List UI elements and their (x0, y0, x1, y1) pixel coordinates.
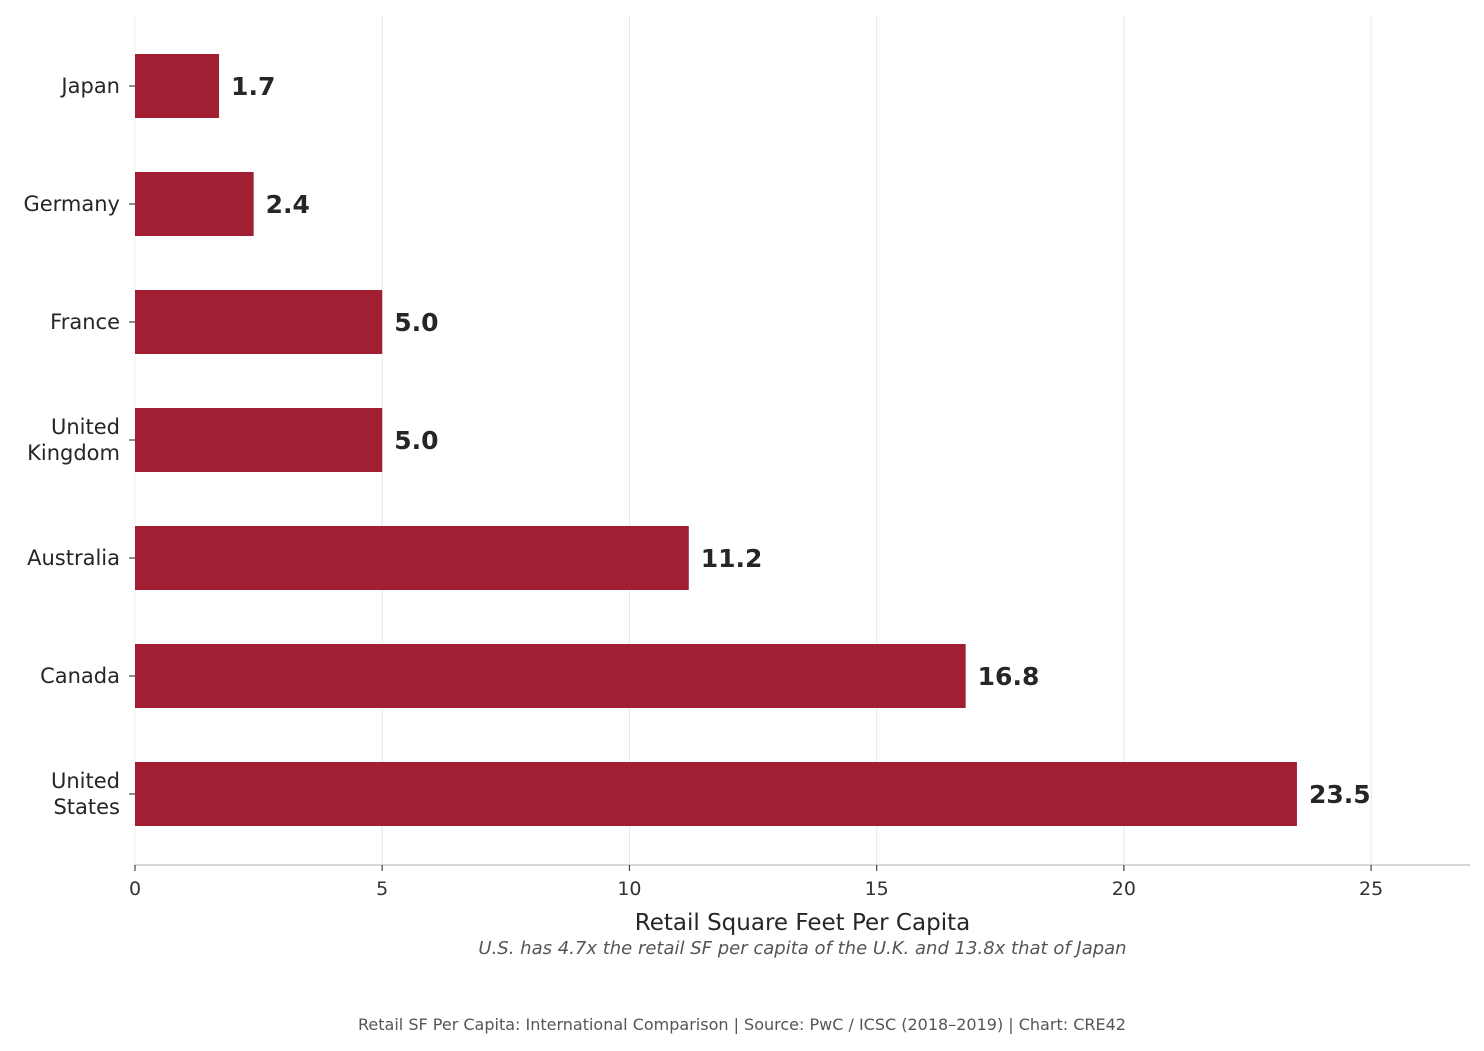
category-label-1: Germany (23, 192, 120, 216)
bar-3 (135, 408, 383, 472)
x-tick-label-20: 20 (1112, 878, 1136, 900)
y-axis: Japan Germany France United Kingdom Australia… (23, 74, 135, 819)
bar-0 (135, 54, 220, 118)
category-label-5: Canada (40, 664, 120, 688)
value-label-6: 23.5 (1309, 780, 1371, 809)
category-label-2: France (50, 310, 120, 334)
chart-annotation: U.S. has 4.7x the retail SF per capita o… (478, 938, 1127, 959)
value-label-5: 16.8 (978, 662, 1040, 691)
x-axis: 0 5 10 15 20 25 (129, 864, 1470, 900)
value-label-4: 11.2 (701, 544, 763, 573)
x-tick-label-0: 0 (129, 878, 141, 900)
category-label-3: United Kingdom (27, 415, 120, 465)
value-labels: 1.7 2.4 5.0 5.0 11.2 16.8 23.5 (231, 72, 1371, 809)
category-label-4: Australia (27, 546, 120, 570)
bar-4 (135, 526, 689, 590)
bar-6 (135, 762, 1297, 826)
category-label-6: United States (51, 769, 120, 819)
x-axis-label: Retail Square Feet Per Capita (634, 910, 971, 936)
x-tick-label-5: 5 (376, 878, 388, 900)
x-tick-label-10: 10 (617, 878, 641, 900)
x-tick-label-25: 25 (1359, 878, 1383, 900)
bar-1 (135, 172, 254, 236)
value-label-2: 5.0 (394, 308, 438, 337)
value-label-1: 2.4 (266, 190, 310, 219)
bar-5 (135, 644, 966, 708)
value-label-3: 5.0 (394, 426, 438, 455)
bars (135, 54, 1297, 826)
bar-2 (135, 290, 383, 354)
chart-footer: Retail SF Per Capita: International Comp… (358, 1015, 1126, 1034)
x-tick-label-15: 15 (865, 878, 889, 900)
value-label-0: 1.7 (231, 72, 275, 101)
category-label-0: Japan (59, 74, 120, 98)
